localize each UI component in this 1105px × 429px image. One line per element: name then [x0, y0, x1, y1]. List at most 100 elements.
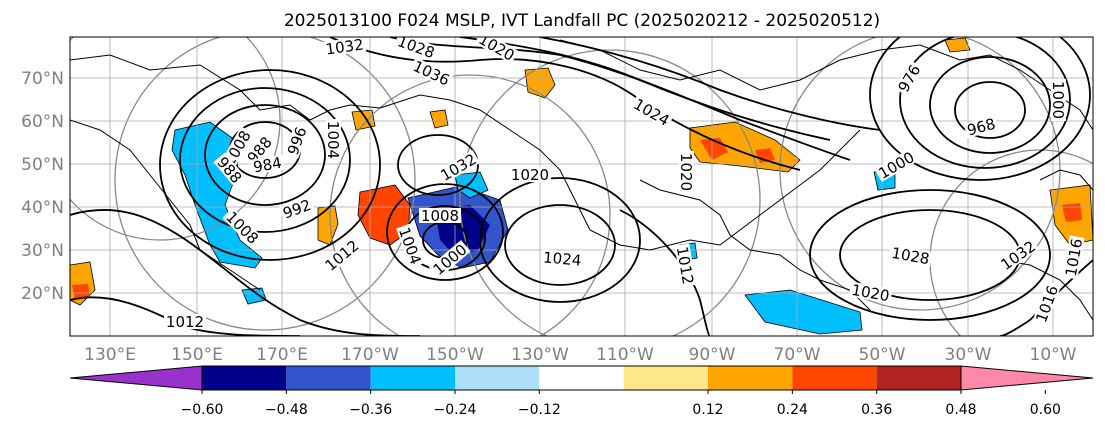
isobar-label-bg — [396, 223, 425, 269]
isobar-label-bg — [679, 151, 694, 193]
isobar — [179, 87, 351, 233]
colorbar-segment — [539, 366, 624, 390]
range-ring — [329, 74, 611, 336]
isobar — [899, 37, 1071, 169]
isobar-label-bg — [284, 122, 310, 159]
lat-tick-label: 40°N — [21, 198, 64, 218]
colorbar-tick-label: −0.48 — [265, 402, 308, 418]
isobar-label: 1000 — [1049, 79, 1067, 121]
lon-tick-label: 30°W — [945, 345, 992, 365]
isobar-label-bg — [629, 94, 674, 129]
colorbar-extend-low — [69, 365, 203, 391]
colorbar-segment — [202, 366, 287, 390]
isobar-label: 1024 — [540, 248, 584, 270]
isobar-label: 1008 — [419, 207, 461, 225]
lat-tick-label: 60°N — [21, 112, 64, 132]
isobar-label-bg — [1051, 79, 1066, 121]
longitude-axis: 130°E 150°E 170°E 170°W 150°W 130°W 110°W 90°W 7… — [84, 345, 1077, 365]
colorbar-extend-high — [960, 365, 1094, 391]
colorbar-segment — [876, 366, 961, 390]
colorbar-segment — [623, 366, 708, 390]
isobar-label-bg — [326, 119, 341, 161]
coastline — [559, 39, 1093, 131]
isobars — [70, 37, 1093, 336]
range-ring — [459, 49, 761, 336]
colorbar-segment — [708, 366, 793, 390]
isobar-label-text: 1008 — [421, 207, 459, 225]
colorbar-tick-label: −0.60 — [181, 402, 224, 418]
isobar-label-bg — [963, 115, 999, 139]
isobar-label-bg — [1062, 235, 1085, 280]
isobar-label-bg — [540, 249, 584, 268]
isobar-label-text: 1020 — [677, 153, 695, 191]
isobar — [459, 37, 831, 141]
colorbar-tick-label: −0.12 — [518, 402, 561, 418]
lon-tick-label: 10°W — [1030, 345, 1077, 365]
isobar — [504, 204, 616, 286]
coastline — [70, 119, 261, 291]
isobar-label-bg — [393, 37, 439, 61]
isobar — [397, 134, 479, 196]
colorbar-segment — [286, 366, 371, 390]
coastline — [1039, 169, 1093, 191]
lon-tick-label: 170°E — [256, 345, 308, 365]
colorbar-frame — [201, 365, 962, 391]
isobar — [619, 209, 711, 336]
isobar-label-text: 1012 — [166, 313, 204, 331]
anomaly-region — [744, 289, 863, 335]
colorbar-tick-label: −0.36 — [349, 402, 392, 418]
isobar-label: 1004 — [324, 119, 342, 161]
isobar-label-bg — [428, 240, 471, 279]
isobar-label-bg — [674, 243, 697, 288]
isobar-label-bg — [320, 236, 363, 275]
isobar — [70, 209, 421, 336]
isobar-label-bg — [894, 60, 924, 97]
isobar-label-bg — [888, 244, 933, 267]
isobar-label-bg — [409, 57, 454, 89]
isobar — [204, 104, 326, 206]
coastline — [639, 179, 871, 311]
isobar-label: 1020 — [677, 151, 695, 193]
anomaly-region — [72, 284, 90, 300]
coastline — [999, 259, 1093, 321]
isobar-label-bg — [213, 152, 246, 188]
lon-tick-label: 90°W — [689, 345, 736, 365]
isobar-label-text: 1004 — [324, 121, 342, 159]
isobar-label-bg — [164, 314, 206, 329]
coastline — [70, 54, 861, 251]
isobar-label-bg — [436, 149, 481, 184]
colorbar-tick-label: 0.24 — [777, 402, 808, 418]
lon-tick-label: 110°W — [596, 345, 654, 365]
isobar-label-bg — [322, 37, 367, 57]
isobar-label: 1032 — [322, 37, 367, 59]
isobar-label: 996 — [284, 122, 311, 159]
colorbar-tick-label: 0.60 — [1030, 402, 1061, 418]
lat-tick-label: 20°N — [21, 284, 64, 304]
colorbar-tick-label: 0.48 — [945, 402, 976, 418]
lat-tick-label: 50°N — [21, 155, 64, 175]
lon-tick-label: 150°E — [171, 345, 223, 365]
isobar-label-text: 1000 — [1049, 81, 1067, 119]
isobar — [329, 37, 801, 171]
map-frame — [69, 36, 1094, 337]
anomaly-region — [317, 205, 339, 246]
isobar — [159, 69, 381, 261]
isobar — [929, 56, 1051, 154]
isobar-label: 1020 — [509, 166, 551, 184]
anomaly-region — [429, 109, 449, 129]
colorbar: −0.60 −0.48 −0.36 −0.24 −0.12 0.12 0.24 0.36 0.4… — [69, 365, 1094, 418]
isobar-label-bg — [250, 154, 285, 175]
isobar-label-text: 984 — [252, 154, 283, 177]
coastlines — [70, 39, 1093, 321]
isobar-label-bg — [1032, 281, 1061, 327]
colorbar-tick-label: −0.24 — [434, 402, 477, 418]
isobar-label-text: 1024 — [542, 248, 582, 269]
colorbar-tick-label: 0.36 — [861, 402, 892, 418]
isobar — [954, 81, 1026, 139]
anomaly-region — [944, 37, 971, 53]
lon-tick-label: 150°W — [426, 345, 484, 365]
isobar-label-bg — [419, 208, 461, 223]
